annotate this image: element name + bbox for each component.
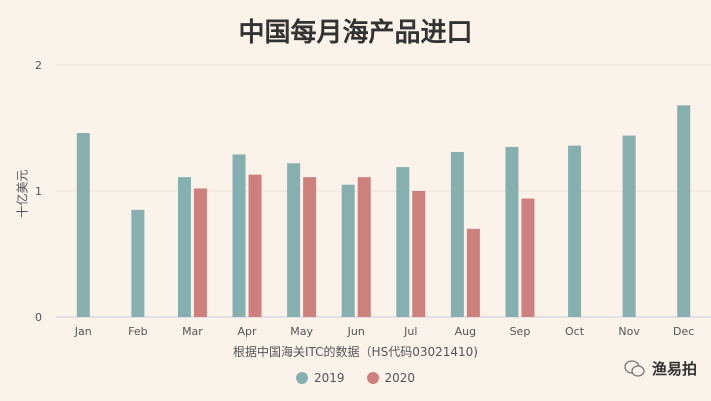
wechat-icon [624,359,645,377]
x-tick-label: Dec [673,325,694,338]
bar-2020-Jul [412,191,426,317]
legend-item-2019[interactable]: 2019 [295,371,345,385]
bar-2019-Feb [131,209,145,317]
bar-2020-Sep [521,198,535,317]
bar-2019-Dec [677,105,691,317]
legend-item-2020[interactable]: 2020 [366,371,416,385]
x-tick-label: Feb [128,325,147,338]
bar-2019-May [287,163,301,317]
legend-label: 2020 [384,371,416,385]
x-tick-label: Jun [347,325,365,338]
x-tick-label: Apr [238,325,258,338]
bar-2019-Jul [396,167,410,317]
x-tick-label: May [290,325,313,338]
bar-2019-Apr [232,154,246,317]
y-axis-label: 十亿美元 [15,169,30,218]
x-tick-label: Jan [74,325,92,338]
bar-2020-Apr [248,174,262,317]
bar-2020-Jun [357,177,371,317]
legend-swatch [295,372,308,384]
bar-2019-Jun [341,184,355,317]
chart-title: 中国每月海产品进口 [238,18,473,48]
legend-swatch [366,372,379,384]
bar-2020-Aug [466,228,480,317]
legend: 2019 2020 [0,371,711,385]
x-axis-label: 根据中国海关ITC的数据（HS代码03021410) [233,345,478,359]
bar-2019-Aug [450,151,464,317]
watermark: 渔易拍 [624,358,697,379]
bar-2020-May [303,177,317,317]
watermark-text: 渔易拍 [651,360,697,378]
legend-label: 2019 [313,371,345,385]
bar-2020-Mar [193,188,207,317]
y-tick-label: 1 [35,185,42,198]
y-tick-label: 2 [35,59,42,72]
bar-2019-Sep [505,146,519,317]
x-tick-label: Oct [565,325,585,338]
bar-2019-Nov [622,135,636,317]
y-tick-label: 0 [35,311,42,324]
x-tick-label: Aug [455,325,476,338]
bar-2019-Oct [568,145,582,317]
x-tick-label: Jul [403,325,417,338]
x-tick-label: Nov [618,325,640,338]
x-tick-label: Mar [182,325,203,338]
x-tick-label: Sep [510,325,531,338]
bar-2019-Mar [177,177,191,317]
bar-2019-Jan [76,133,90,317]
